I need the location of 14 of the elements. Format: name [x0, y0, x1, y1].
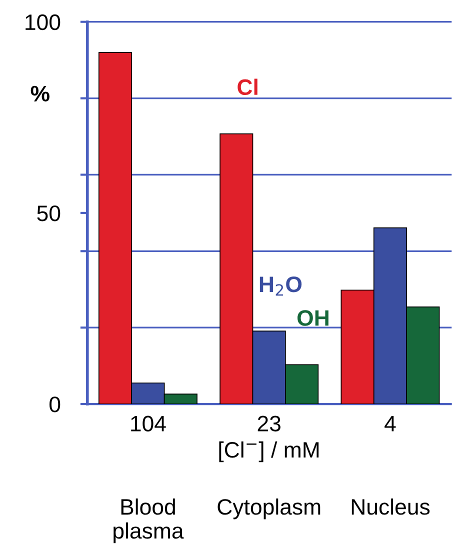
series-label: Cl — [238, 78, 258, 96]
text: Cytoplasm — [218, 498, 320, 520]
x-tick-label: 4 — [384, 416, 396, 432]
text: Nucleus — [352, 498, 430, 515]
x-axis-title: [Cl$^{−}$] / mM — [219, 441, 319, 462]
series-label: OH — [298, 310, 328, 326]
y-axis-title: % — [30, 86, 50, 102]
text: Blood plasma — [114, 498, 184, 544]
x-tick-label: 104 — [131, 416, 166, 432]
y-tick-label: 50 — [37, 205, 60, 222]
x-tick-label: 23 — [258, 416, 280, 432]
y-tick-label: 0 — [50, 396, 60, 412]
series-label: H$_{2}$O — [260, 276, 302, 296]
y-tick-label: 100 — [26, 14, 60, 30]
